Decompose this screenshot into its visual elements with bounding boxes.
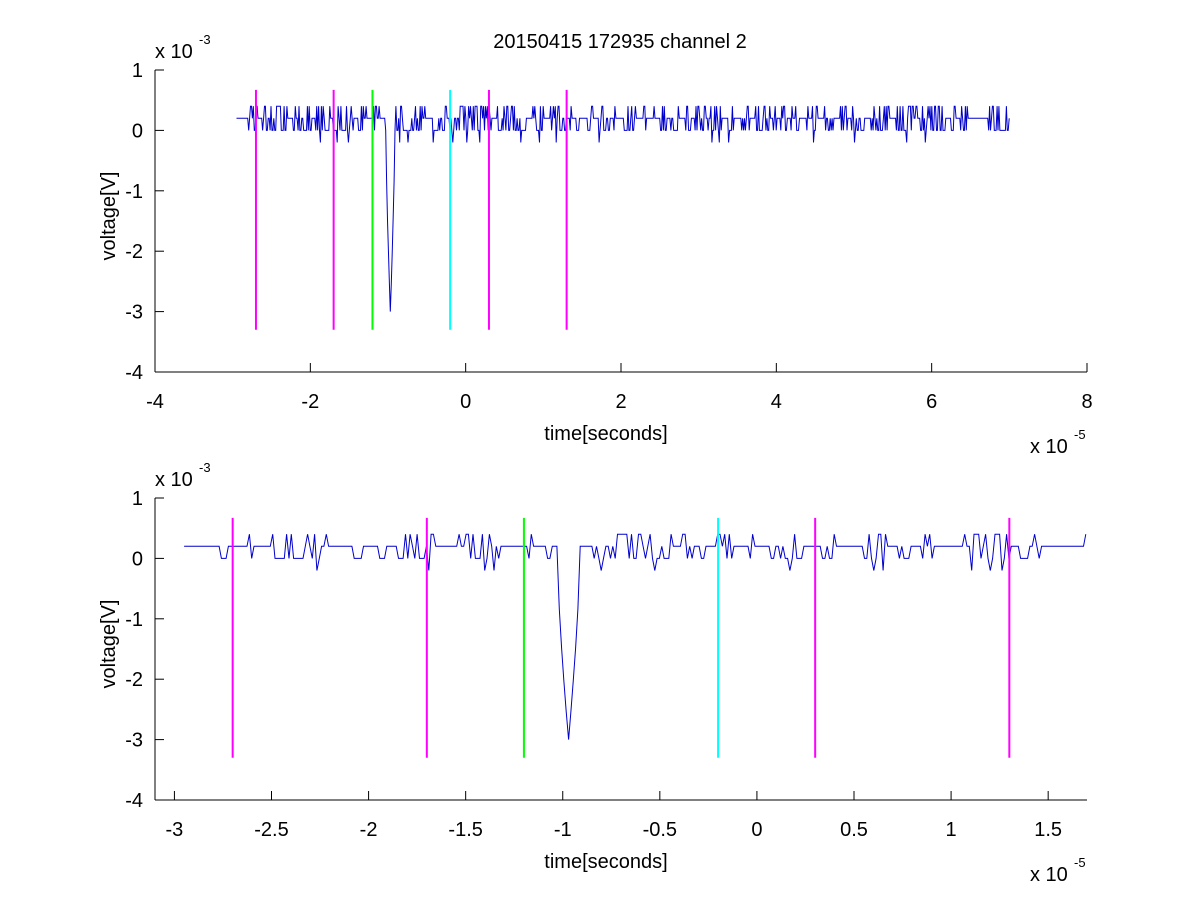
x-tick-label: 4 xyxy=(771,391,782,413)
x-tick-label: 1 xyxy=(946,819,957,841)
x-multiplier-base: x 10 xyxy=(1030,436,1068,458)
x-tick-label: -0.5 xyxy=(643,819,677,841)
y-multiplier-base: x 10 xyxy=(155,41,193,63)
x-axis-label: time[seconds] xyxy=(544,423,667,445)
x-tick-label: 0 xyxy=(460,391,471,413)
y-tick-label: -1 xyxy=(125,609,143,631)
y-multiplier-exponent: -3 xyxy=(199,460,211,475)
x-tick-label: -2 xyxy=(301,391,319,413)
y-tick-label: 0 xyxy=(132,120,143,142)
x-tick-label: -3 xyxy=(166,819,184,841)
figure-title: 20150415 172935 channel 2 xyxy=(493,31,747,53)
top-axes: -4 -2 0 2 4 6 8 -4 -3 -2 -1 0 1 time[seconds] voltage[… xyxy=(98,32,1093,458)
x-multiplier-exponent: -5 xyxy=(1074,427,1086,442)
y-tick-label: -1 xyxy=(125,181,143,203)
x-tick-label: -4 xyxy=(146,391,164,413)
y-tick-label: -2 xyxy=(125,241,143,263)
y-tick-label: -3 xyxy=(125,302,143,324)
x-multiplier-exponent: -5 xyxy=(1074,855,1086,870)
x-tick-label: 6 xyxy=(926,391,937,413)
y-tick-label: -4 xyxy=(125,362,143,384)
x-tick-label: -1 xyxy=(554,819,572,841)
y-tick-label: -4 xyxy=(125,790,143,812)
x-tick-label: 0.5 xyxy=(840,819,868,841)
x-tick-label: -2.5 xyxy=(254,819,288,841)
x-tick-label: 1.5 xyxy=(1034,819,1062,841)
y-tick-label: 1 xyxy=(132,488,143,510)
x-multiplier-base: x 10 xyxy=(1030,864,1068,886)
signal-trace xyxy=(236,105,1010,312)
signal-trace xyxy=(184,533,1087,740)
y-tick-label: -2 xyxy=(125,669,143,691)
x-tick-label: 8 xyxy=(1081,391,1092,413)
x-axis-label: time[seconds] xyxy=(544,851,667,873)
y-tick-label: -3 xyxy=(125,730,143,752)
y-multiplier-base: x 10 xyxy=(155,469,193,491)
y-axis-label: voltage[V] xyxy=(98,172,120,261)
y-tick-label: 0 xyxy=(132,548,143,570)
x-tick-label: -1.5 xyxy=(448,819,482,841)
bottom-axes: -3 -2.5 -2 -1.5 -1 -0.5 0 0.5 1 1.5 -4 -3 -2 -1 0 1 time… xyxy=(98,460,1087,886)
x-tick-label: 0 xyxy=(751,819,762,841)
y-multiplier-exponent: -3 xyxy=(199,32,211,47)
x-tick-label: 2 xyxy=(615,391,626,413)
x-tick-label: -2 xyxy=(360,819,378,841)
y-tick-label: 1 xyxy=(132,60,143,82)
y-axis-label: voltage[V] xyxy=(98,600,120,689)
